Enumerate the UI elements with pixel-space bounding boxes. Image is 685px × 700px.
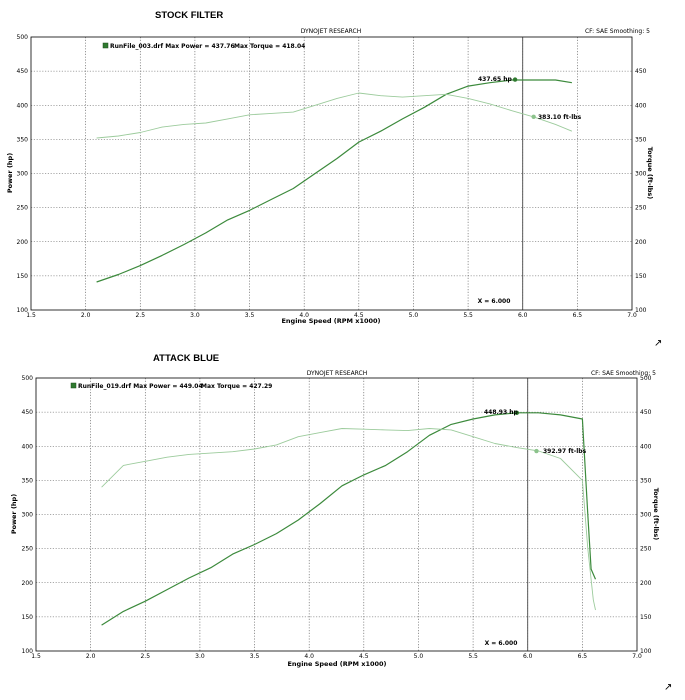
chart1-x-tick: 1.5 (26, 312, 36, 319)
chart1-x-tick: 2.5 (135, 312, 145, 319)
chart2-cursor-label: X = 6.000 (485, 640, 518, 647)
chart2-y-right-tick: 300 (640, 512, 652, 519)
chart1-y-left-tick: 400 (17, 102, 29, 109)
chart2-y-left-tick: 400 (22, 443, 34, 450)
chart1-y-left-tick: 200 (17, 239, 29, 246)
chart1-y-right-tick: 450 (635, 68, 647, 75)
chart1-plot: 1.5 2.0 2.5 3.0 3.5 4.0 4.5 5.0 5.5 6.0 6.5 7.01001… (17, 34, 647, 319)
chart1-y-right-tick: 300 (635, 171, 647, 178)
chart2-x-tick: 4.5 (359, 653, 369, 660)
chart1-x-tick: 3.0 (190, 312, 200, 319)
chart1-y-left-tick: 150 (17, 273, 29, 280)
chart1-x-tick: 6.5 (573, 312, 583, 319)
chart1-torque-marker-label: 383.10 ft-lbs (538, 114, 582, 121)
chart1-y-left-tick: 450 (17, 68, 29, 75)
chart2-x-tick: 3.5 (250, 653, 260, 660)
chart1-y-right-tick: 150 (635, 273, 647, 280)
chart2-y-left-tick: 100 (22, 648, 34, 655)
chart2-frame (35, 377, 638, 652)
chart2-y-left-tick: 150 (22, 614, 34, 621)
chart1-series-power-line (96, 79, 572, 283)
chart2-x-tick: 7.0 (632, 653, 642, 660)
chart1-y-left-tick: 500 (17, 34, 29, 41)
chart2-x-tick: 1.5 (31, 653, 41, 660)
chart2-power-marker (514, 410, 519, 416)
chart1-frame (30, 36, 633, 311)
chart2-x-tick: 6.5 (578, 653, 588, 660)
chart1-x-tick: 4.5 (354, 312, 364, 319)
chart2-plot: 1.5 2.0 2.5 3.0 3.5 4.0 4.5 5.0 5.5 6.0 6.5 7.01001… (22, 375, 652, 660)
chart1-x-tick: 6.0 (518, 312, 528, 319)
chart2-legend: RunFile_019.drf Max Power = 449.04 (78, 383, 203, 390)
chart1-y-right-tick: 400 (635, 102, 647, 109)
chart2-torque-marker (534, 448, 539, 454)
chart2-x-tick: 3.0 (195, 653, 205, 660)
chart1-y-left-tick: 350 (17, 136, 29, 143)
chart2-y-right-tick: 500 (640, 375, 652, 382)
chart2-header-right: CF: SAE Smoothing: 5 (591, 370, 656, 377)
chart1-y-left-tick: 300 (17, 171, 29, 178)
chart1-y-right-tick: 350 (635, 136, 647, 143)
chart2-y-right-label: Torque (ft-lbs) (652, 488, 660, 541)
chart2-series-torque-line (101, 428, 596, 611)
chart1-y-left-label: Power (hp) (6, 153, 14, 193)
chart1-torque-marker (531, 114, 536, 119)
chart2-y-right-tick: 200 (640, 580, 652, 587)
chart2-x-axis-label: Engine Speed (RPM x1000) (287, 660, 386, 668)
chart1-y-left-tick: 100 (17, 307, 29, 314)
chart2-y-right-tick: 100 (640, 648, 652, 655)
chart2-legend-swatch (70, 382, 77, 389)
chart1-y-left-tick: 250 (17, 205, 29, 212)
chart2-series-power-line (101, 412, 597, 626)
chart1-x-tick: 5.0 (409, 312, 419, 319)
chart1-subtitle: DYNOJET RESEARCH (301, 28, 362, 35)
chart2-y-left-tick: 500 (22, 375, 34, 382)
chart2-x-tick: 2.0 (86, 653, 96, 660)
chart1-max-torque: Max Torque = 418.04 (234, 43, 305, 50)
chart2-y-right-tick: 150 (640, 614, 652, 621)
chart1-series-torque-line (96, 92, 573, 139)
chart2-subtitle: DYNOJET RESEARCH (307, 370, 368, 377)
chart1-x-tick: 7.0 (627, 312, 637, 319)
chart1-legend: RunFile_003.drf Max Power = 437.76 (110, 43, 235, 50)
chart1-y-right-label: Torque (ft-lbs) (646, 147, 654, 200)
chart2-y-left-label: Power (hp) (10, 494, 18, 534)
chart2-x-tick: 6.0 (523, 653, 533, 660)
resize-arrow-icon: ↗ (654, 338, 662, 349)
chart1-x-axis-label: Engine Speed (RPM x1000) (281, 317, 380, 325)
chart1-x-tick: 2.0 (81, 312, 91, 319)
chart2-y-right-tick: 350 (640, 477, 652, 484)
chart2-y-right-tick: 250 (640, 546, 652, 553)
chart1-cursor-label: X = 6.000 (478, 298, 511, 305)
chart2-title: ATTACK BLUE (153, 353, 219, 364)
chart2-y-left-tick: 450 (22, 409, 34, 416)
chart1-header-right: CF: SAE Smoothing: 5 (585, 28, 650, 35)
chart1-x-tick: 4.0 (299, 312, 309, 319)
chart2-x-tick: 4.0 (304, 653, 314, 660)
chart2-max-torque: Max Torque = 427.29 (201, 383, 272, 390)
chart2-y-left-tick: 200 (22, 580, 34, 587)
chart2-x-tick: 2.5 (140, 653, 150, 660)
chart1-x-tick: 5.5 (463, 312, 473, 319)
chart1-y-right-tick: 250 (635, 205, 647, 212)
chart2-x-tick: 5.5 (468, 653, 478, 660)
chart2-y-right-tick: 450 (640, 409, 652, 416)
chart2-y-left-tick: 300 (22, 512, 34, 519)
chart2-x-tick: 5.0 (414, 653, 424, 660)
chart1-legend-swatch (102, 42, 109, 49)
chart1-power-marker (512, 77, 518, 82)
resize-arrow-icon-2: ↗ (664, 682, 672, 693)
chart2-torque-marker-label: 392.97 ft-lbs (543, 448, 587, 455)
chart1-title: STOCK FILTER (155, 10, 223, 21)
chart2-y-left-tick: 350 (22, 477, 34, 484)
chart2-y-right-tick: 400 (640, 443, 652, 450)
chart2-y-left-tick: 250 (22, 546, 34, 553)
chart2-power-marker-label: 448.93 hp (484, 409, 519, 416)
chart1-y-right-tick: 100 (635, 307, 647, 314)
chart1-y-right-tick: 200 (635, 239, 647, 246)
chart1-power-marker-label: 437.65 hp (478, 76, 513, 83)
chart1-x-tick: 3.5 (245, 312, 255, 319)
